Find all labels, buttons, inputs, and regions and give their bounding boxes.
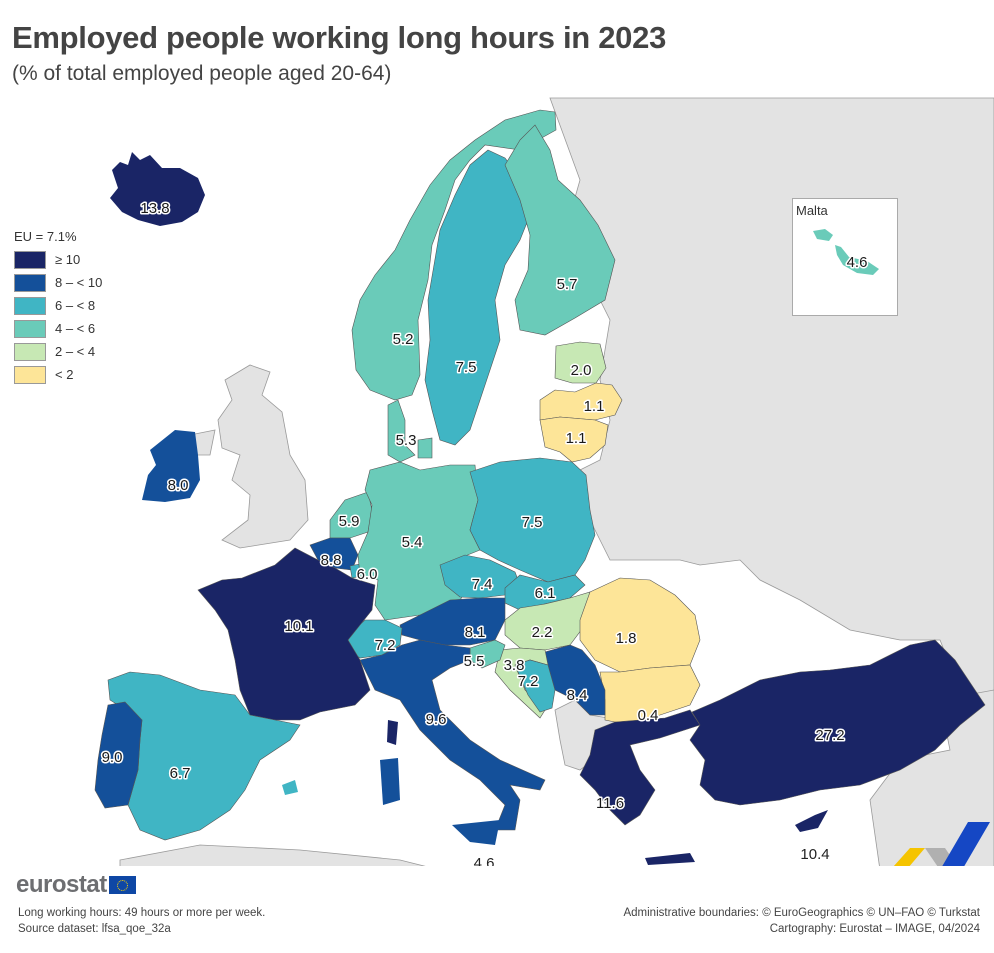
region-latvia[interactable] bbox=[539, 382, 623, 421]
legend-label: 2 – < 4 bbox=[55, 344, 96, 359]
region-bosnia[interactable] bbox=[514, 659, 556, 713]
legend-swatch bbox=[14, 250, 46, 269]
label-denmark: 5.3 bbox=[396, 432, 417, 449]
label-croatia: 3.8 bbox=[504, 657, 525, 674]
credits-boundaries: Administrative boundaries: © EuroGeograp… bbox=[623, 907, 980, 919]
region-ireland[interactable] bbox=[142, 430, 200, 502]
region-austria[interactable] bbox=[399, 597, 506, 646]
eurostat-logo: eurostat bbox=[16, 871, 136, 899]
region-denmark[interactable] bbox=[387, 399, 433, 463]
label-iceland: 13.8 bbox=[140, 200, 169, 217]
legend-item: 2 – < 4 bbox=[14, 340, 102, 363]
label-latvia: 1.1 bbox=[584, 398, 605, 415]
region-corsica[interactable] bbox=[387, 720, 398, 745]
region-finland[interactable] bbox=[504, 124, 616, 336]
region-turkey[interactable] bbox=[689, 639, 986, 806]
label-belgium: 8.8 bbox=[321, 552, 342, 569]
label-ireland: 8.0 bbox=[168, 477, 189, 494]
label-cyprus: 10.4 bbox=[800, 846, 829, 863]
region-sardinia[interactable] bbox=[380, 758, 400, 805]
legend-item: ≥ 10 bbox=[14, 248, 102, 271]
page-title: Employed people working long hours in 20… bbox=[12, 20, 667, 55]
region-crete[interactable] bbox=[645, 853, 695, 865]
label-greece: 11.6 bbox=[596, 795, 624, 812]
legend-label: 8 – < 10 bbox=[55, 275, 103, 290]
region-estonia[interactable] bbox=[554, 341, 607, 384]
label-bosnia: 7.2 bbox=[518, 673, 539, 690]
legend-swatch bbox=[14, 365, 46, 384]
label-finland: 5.7 bbox=[557, 276, 578, 293]
legend-swatch bbox=[14, 273, 46, 292]
region-gozo[interactable] bbox=[813, 229, 833, 241]
region-iceland[interactable] bbox=[110, 152, 205, 226]
label-italy: 9.6 bbox=[426, 711, 447, 728]
region-greece[interactable] bbox=[579, 709, 701, 826]
legend-swatch bbox=[14, 319, 46, 338]
label-turkey: 27.2 bbox=[815, 727, 844, 744]
region-norway[interactable] bbox=[351, 109, 557, 401]
label-luxembourg: 6.0 bbox=[357, 566, 378, 583]
credits: Administrative boundaries: © EuroGeograp… bbox=[623, 905, 980, 937]
footnote: Long working hours: 49 hours or more per… bbox=[18, 905, 265, 937]
eurostat-logo-text: eurostat bbox=[16, 871, 107, 898]
label-france: 10.1 bbox=[284, 618, 313, 635]
region-portugal[interactable] bbox=[94, 701, 143, 809]
legend-item: 8 – < 10 bbox=[14, 271, 102, 294]
legend: EU = 7.1% ≥ 10 8 – < 10 6 – < 8 4 – < 6 … bbox=[14, 229, 102, 386]
region-france[interactable] bbox=[197, 547, 376, 721]
legend-label: ≥ 10 bbox=[55, 252, 81, 267]
label-slovenia: 5.5 bbox=[464, 653, 485, 670]
footnote-definition: Long working hours: 49 hours or more per… bbox=[18, 907, 266, 919]
label-malta: 4.6 bbox=[847, 254, 868, 271]
legend-swatch bbox=[14, 342, 46, 361]
label-romania: 1.8 bbox=[616, 630, 637, 647]
region-sweden[interactable] bbox=[424, 149, 531, 446]
label-sweden: 7.5 bbox=[456, 359, 477, 376]
value-labels: 13.8 5.2 7.5 5.7 2.0 1.1 1.1 5.3 8.0 5.9… bbox=[100, 199, 846, 867]
region-cyprus[interactable] bbox=[795, 810, 828, 832]
credits-cartography: Cartography: Eurostat – IMAGE, 04/2024 bbox=[769, 923, 980, 935]
label-austria: 8.1 bbox=[465, 624, 486, 641]
label-estonia: 2.0 bbox=[571, 362, 592, 379]
legend-label: < 2 bbox=[55, 367, 74, 382]
legend-item: 6 – < 8 bbox=[14, 294, 102, 317]
label-malta-pointer: 4.6 bbox=[474, 855, 495, 866]
region-lithuania[interactable] bbox=[539, 416, 609, 463]
region-romania[interactable] bbox=[579, 577, 701, 673]
legend-label: 6 – < 8 bbox=[55, 298, 96, 313]
region-balearics[interactable] bbox=[282, 780, 298, 795]
malta-inset: Malta 4.6 bbox=[792, 198, 898, 316]
label-slovakia: 6.1 bbox=[535, 585, 556, 602]
footnote-source: Source dataset: lfsa_qoe_32a bbox=[18, 923, 171, 935]
label-netherlands: 5.9 bbox=[339, 513, 360, 530]
region-slovakia[interactable] bbox=[504, 574, 586, 611]
region-sicily[interactable] bbox=[452, 820, 500, 845]
label-czechia: 7.4 bbox=[472, 576, 493, 593]
legend-item: 4 – < 6 bbox=[14, 317, 102, 340]
page-subtitle: (% of total employed people aged 20-64) bbox=[12, 62, 392, 85]
label-portugal: 9.0 bbox=[102, 749, 123, 766]
label-norway: 5.2 bbox=[393, 331, 414, 348]
malta-inset-title: Malta bbox=[796, 203, 828, 218]
label-spain: 6.7 bbox=[170, 765, 191, 782]
label-serbia: 8.4 bbox=[567, 687, 588, 704]
malta-inset-map: 4.6 bbox=[813, 229, 879, 275]
label-bulgaria: 0.4 bbox=[638, 707, 659, 724]
region-italy[interactable] bbox=[359, 639, 546, 831]
legend-swatch bbox=[14, 296, 46, 315]
legend-label: 4 – < 6 bbox=[55, 321, 96, 336]
label-lithuania: 1.1 bbox=[566, 430, 587, 447]
label-germany: 5.4 bbox=[402, 534, 423, 551]
legend-item: < 2 bbox=[14, 363, 102, 386]
legend-eu-average: EU = 7.1% bbox=[14, 229, 77, 244]
label-poland: 7.5 bbox=[522, 514, 543, 531]
label-switzerland: 7.2 bbox=[375, 637, 396, 654]
label-hungary: 2.2 bbox=[532, 624, 553, 641]
choropleth-map: 13.8 5.2 7.5 5.7 2.0 1.1 1.1 5.3 8.0 5.9… bbox=[94, 97, 994, 867]
eurostat-swoosh-graphic bbox=[893, 822, 990, 866]
eu-flag-icon bbox=[108, 876, 136, 894]
region-poland[interactable] bbox=[469, 457, 596, 583]
region-malta[interactable] bbox=[835, 245, 879, 275]
